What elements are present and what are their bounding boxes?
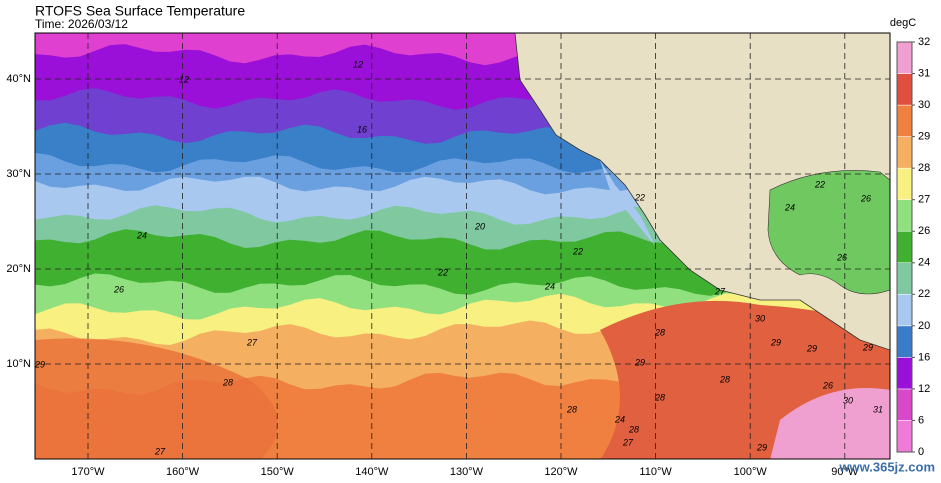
colorbar-swatch xyxy=(896,73,913,106)
graticule: 170°W 160°W 150°W 140°W 130°W 120°W 110°W 100°W… xyxy=(6,33,890,478)
colorbar-label: 30 xyxy=(918,99,930,111)
lon-label: 90°W xyxy=(831,466,859,478)
colorbar-label: 24 xyxy=(918,257,930,269)
contour-label: 27 xyxy=(246,337,258,347)
colorbar-label: 12 xyxy=(918,383,930,395)
contour-label: 27 xyxy=(154,446,166,456)
contour-label: 22 xyxy=(814,179,825,189)
lat-label: 30°N xyxy=(6,168,31,180)
contour-label: 12 xyxy=(353,59,363,69)
colorbar-label: 26 xyxy=(918,225,930,237)
contour-label: 31 xyxy=(873,404,883,414)
contour-label: 24 xyxy=(784,202,795,212)
contour-label: 26 xyxy=(113,284,124,294)
colorbar: 0 6 12 16 20 22 24 26 27 28 29 30 31 32 xyxy=(896,36,930,458)
contour-label: 22 xyxy=(634,192,645,202)
colorbar-swatch xyxy=(896,230,913,264)
colorbar-label: 22 xyxy=(918,288,930,300)
contour-label: 22 xyxy=(437,267,448,277)
colorbar-label: 28 xyxy=(918,162,930,174)
contour-label: 30 xyxy=(755,313,765,323)
contour-label: 29 xyxy=(756,442,767,452)
title: RTOFS Sea Surface Temperature xyxy=(35,3,245,19)
contour-label: 24 xyxy=(614,414,625,424)
contour-label: 29 xyxy=(634,357,645,367)
contour-label: 28 xyxy=(222,377,233,387)
watermark: www.365jz.com xyxy=(838,459,935,474)
colorbar-swatch xyxy=(896,420,913,453)
colorbar-label: 0 xyxy=(918,446,924,458)
colorbar-swatch xyxy=(896,104,913,137)
colorbar-unit: degC xyxy=(890,17,916,29)
lon-label: 100°W xyxy=(734,466,768,478)
contour-label: 28 xyxy=(654,392,665,402)
colorbar-label: 27 xyxy=(918,194,930,206)
colorbar-swatch xyxy=(896,41,913,74)
contour-label: 20 xyxy=(474,221,485,231)
contour-label: 28 xyxy=(719,374,730,384)
colorbar-label: 29 xyxy=(918,131,930,143)
contour-label: 27 xyxy=(714,286,726,296)
contour-label: 26 xyxy=(836,252,847,262)
colorbar-swatch xyxy=(896,325,913,358)
warm-pool xyxy=(35,338,278,459)
contour-label: 29 xyxy=(770,337,781,347)
colorbar-swatch xyxy=(896,199,913,232)
colorbar-swatch xyxy=(896,167,913,200)
contour-label: 26 xyxy=(822,380,833,390)
lat-label: 20°N xyxy=(6,263,31,275)
contour-label: 16 xyxy=(357,124,367,134)
colorbar-label: 31 xyxy=(918,67,930,79)
contour-label: 29 xyxy=(806,343,817,353)
colorbar-label: 16 xyxy=(918,351,930,363)
colorbar-label: 20 xyxy=(918,320,930,332)
colorbar-label: 6 xyxy=(918,414,924,426)
lon-label: 140°W xyxy=(355,466,389,478)
map-frame xyxy=(34,32,891,460)
colorbar-swatch xyxy=(896,357,913,390)
contour-label: 28 xyxy=(566,404,577,414)
contour-label: 29 xyxy=(34,359,45,369)
contour-label: 24 xyxy=(136,230,147,240)
colorbar-label: 32 xyxy=(918,36,930,48)
land xyxy=(514,33,890,351)
lon-label: 110°W xyxy=(639,466,672,478)
lat-label: 40°N xyxy=(6,73,31,85)
contour-label: 30 xyxy=(843,395,853,405)
contour-labels: 12 12 16 20 22 24 22 24 26 24 27 28 29 28 27 28 29 30 29 30… xyxy=(34,59,883,456)
contour-label: 12 xyxy=(179,74,189,84)
contour-label: 28 xyxy=(654,327,665,337)
lon-label: 170°W xyxy=(71,466,105,478)
colorbar-frame xyxy=(896,41,913,453)
time: Time: 2026/03/12 xyxy=(35,17,128,31)
warm-pool xyxy=(770,388,890,459)
contour-label: 26 xyxy=(860,193,871,203)
lon-label: 160°W xyxy=(166,466,200,478)
colorbar-swatch xyxy=(896,388,913,421)
lon-label: 130°W xyxy=(450,466,484,478)
colorbar-swatch xyxy=(896,136,913,169)
contour-label: 29 xyxy=(862,342,873,352)
lat-label: 10°N xyxy=(6,358,31,370)
colorbar-swatch xyxy=(896,294,913,327)
contour-label: 24 xyxy=(544,281,555,291)
lon-label: 120°W xyxy=(544,466,578,478)
contour-label: 28 xyxy=(628,424,639,434)
colorbar-swatch xyxy=(896,262,913,295)
contour-label: 22 xyxy=(572,246,583,256)
lon-label: 150°W xyxy=(261,466,295,478)
contour-label: 27 xyxy=(622,437,634,447)
